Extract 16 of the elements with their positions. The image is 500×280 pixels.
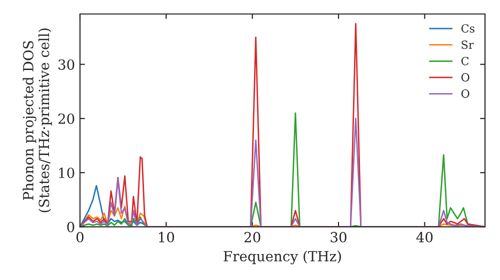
y-tick-label: 20	[58, 113, 74, 124]
x-tick-label: 20	[244, 232, 260, 242]
y-tick-label: 10	[59, 168, 74, 178]
x-axis-title: Frequency (THz)	[224, 250, 341, 264]
y-tick-label: 30	[58, 59, 74, 70]
y-axis-title: Phonon projected DOS (States/THz·primitive cell)	[22, 28, 52, 212]
legend-label: C	[461, 56, 469, 66]
legend-label: Cs	[461, 24, 474, 33]
x-tick-label: 30	[330, 232, 346, 242]
legend-label: O	[461, 73, 470, 82]
x-tick-label: 0	[76, 232, 84, 242]
x-tick-label: 10	[159, 232, 174, 242]
legend-label: Sr	[462, 40, 474, 49]
x-tick-label: 40	[416, 232, 433, 242]
legend-label: O	[461, 89, 470, 98]
y-tick-label: 0	[67, 222, 74, 232]
